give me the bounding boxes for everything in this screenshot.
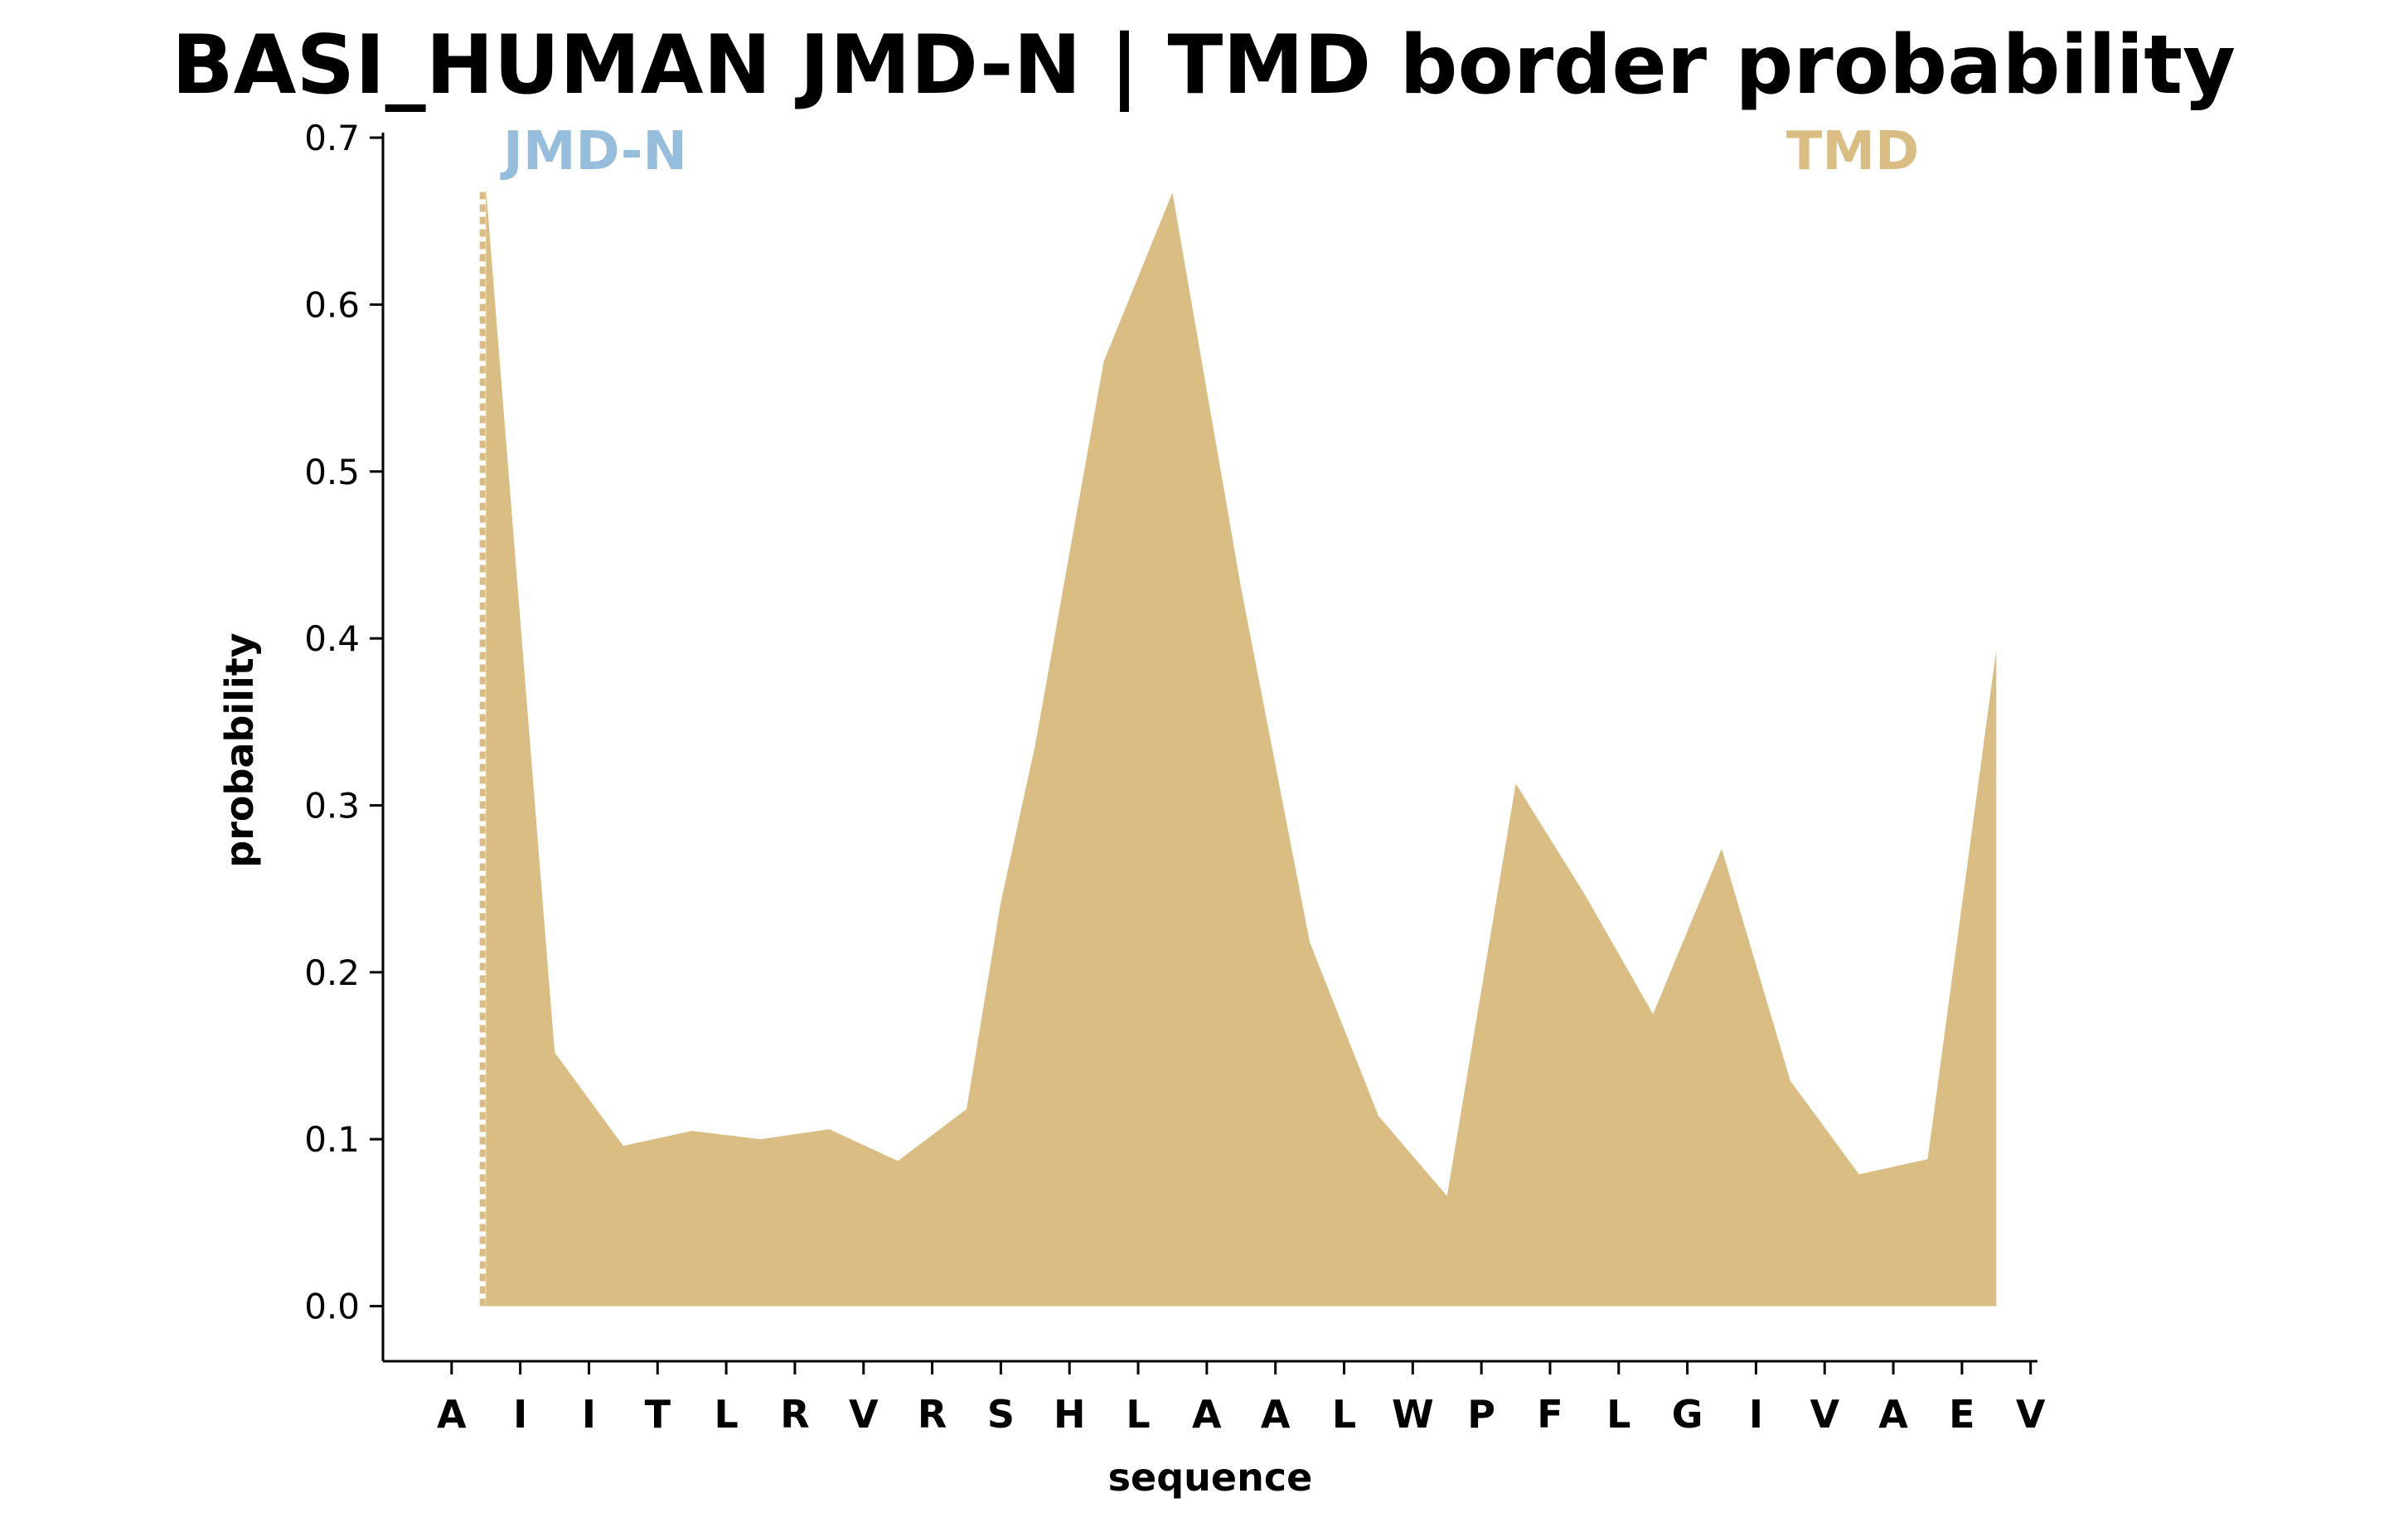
- y-axis-label: probability: [217, 633, 262, 867]
- x-tick-label: E: [1949, 1392, 1974, 1437]
- x-tick-label: G: [1672, 1392, 1703, 1437]
- x-tick-label: I: [1749, 1392, 1763, 1437]
- x-tick-label: H: [1054, 1392, 1086, 1437]
- y-tick-label: 0.2: [304, 953, 360, 993]
- x-tick-label: F: [1537, 1392, 1563, 1437]
- x-tick-label: R: [918, 1392, 947, 1437]
- y-tick-label: 0.1: [304, 1119, 360, 1160]
- chart-title: BASI_HUMAN JMD-N | TMD border probabilit…: [172, 18, 2236, 113]
- y-tick-label: 0.7: [304, 118, 360, 158]
- x-tick-label: V: [2016, 1392, 2046, 1437]
- y-tick-label: 0.3: [304, 785, 360, 826]
- x-tick-label: V: [849, 1392, 879, 1437]
- x-tick-label: V: [1810, 1392, 1839, 1437]
- x-tick-label: P: [1467, 1392, 1495, 1437]
- x-tick-label: A: [1261, 1392, 1291, 1437]
- x-tick-label: A: [1192, 1392, 1222, 1437]
- y-tick-label: 0.5: [304, 452, 360, 492]
- y-tick-label: 0.4: [304, 618, 360, 659]
- plot-area: [479, 187, 1997, 1307]
- region-label-tmd: TMD: [1786, 121, 1919, 182]
- x-tick-label: L: [714, 1392, 738, 1437]
- x-tick-label: I: [513, 1392, 527, 1437]
- x-tick-label: L: [1126, 1392, 1150, 1437]
- x-tick-label: S: [987, 1392, 1015, 1437]
- x-tick-label: W: [1392, 1392, 1434, 1437]
- x-tick-label: L: [1332, 1392, 1356, 1437]
- x-tick-label: L: [1606, 1392, 1630, 1437]
- y-axis-ticks: 0.0 0.1 0.2 0.3 0.4 0.5 0.6 0.7: [304, 118, 383, 1327]
- x-tick-label: T: [645, 1392, 671, 1437]
- x-tick-label: I: [582, 1392, 596, 1437]
- x-tick-label: A: [1878, 1392, 1908, 1437]
- x-axis-label: sequence: [1108, 1455, 1313, 1500]
- y-tick-label: 0.0: [304, 1287, 360, 1327]
- y-tick-label: 0.6: [304, 284, 360, 325]
- x-tick-label: A: [437, 1392, 467, 1437]
- probability-area: [486, 187, 1997, 1307]
- region-label-jmd-n: JMD-N: [500, 121, 687, 182]
- x-tick-label: R: [780, 1392, 809, 1437]
